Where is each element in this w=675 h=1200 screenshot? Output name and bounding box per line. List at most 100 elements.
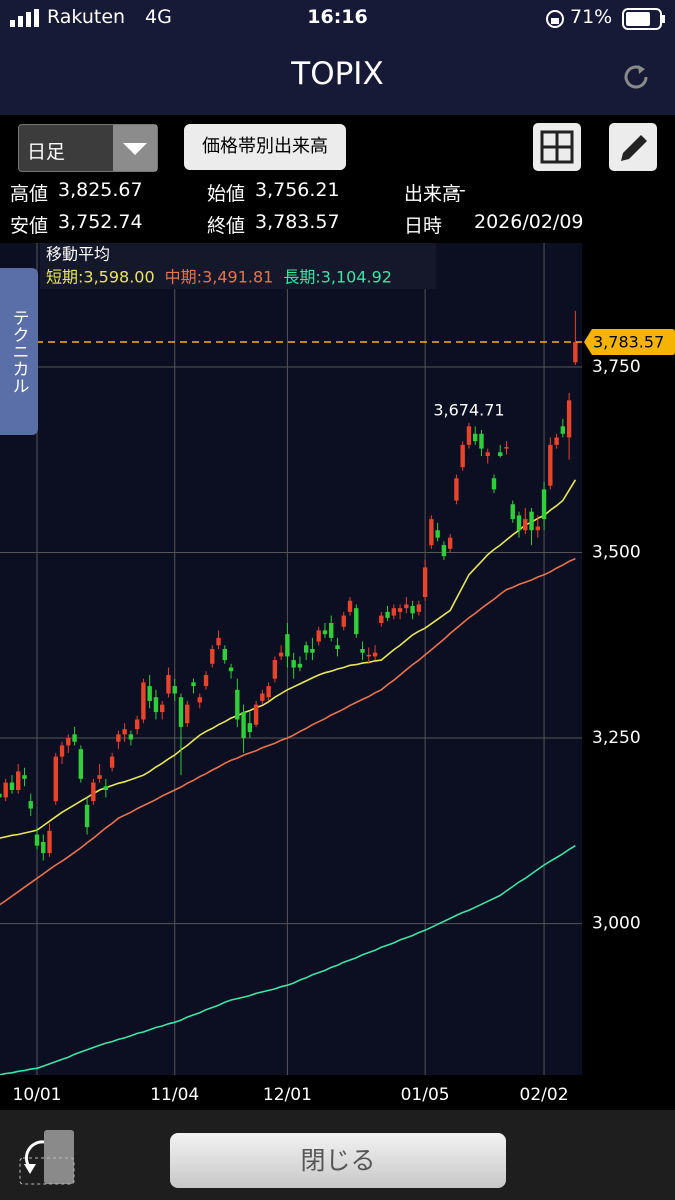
candle-body — [460, 444, 465, 468]
candle-body — [72, 734, 77, 742]
quote-value: 3,756.21 — [255, 179, 340, 201]
candle-body — [297, 663, 303, 668]
candle-body — [134, 719, 140, 730]
candle-body — [529, 511, 534, 531]
candle-body — [160, 704, 165, 713]
quote-value: 2026/02/09 — [474, 211, 584, 233]
volume-profile-button[interactable]: 価格帯別出来高 — [184, 124, 346, 170]
candle-body — [66, 738, 71, 746]
candle-body — [185, 704, 190, 724]
candle-body — [178, 697, 184, 727]
candle-body — [210, 648, 215, 664]
candle-body — [379, 615, 384, 624]
candle-body — [385, 611, 390, 618]
candle-body — [560, 426, 566, 434]
high-annotation: 3,674.71 — [433, 400, 504, 419]
candle-body — [535, 526, 540, 531]
clock: 16:16 — [307, 6, 368, 28]
y-tick-label: 3,750 — [592, 357, 641, 377]
axis-background — [582, 243, 675, 1075]
candle-body — [260, 693, 265, 701]
candle-body — [84, 804, 90, 828]
moving-average-line — [0, 557, 576, 906]
candle-body — [548, 444, 553, 486]
candle-body — [9, 782, 15, 790]
candle-body — [441, 545, 447, 557]
candle-body — [310, 648, 315, 653]
candle-body — [241, 712, 246, 739]
close-button[interactable]: 閉じる — [170, 1133, 506, 1188]
candle-body — [341, 615, 346, 627]
moving-average-line — [0, 845, 576, 1075]
candle-body — [566, 400, 572, 438]
candle-body — [3, 782, 8, 798]
candle-body — [429, 519, 434, 546]
candle-body — [228, 667, 234, 672]
candle-body — [0, 793, 2, 798]
technical-tab[interactable]: テクニカル — [0, 268, 38, 435]
candle-body — [366, 654, 371, 657]
candle-body — [16, 771, 21, 790]
candle-body — [397, 608, 403, 612]
candle-body — [291, 660, 296, 668]
candle-body — [541, 489, 547, 520]
candle-body — [391, 608, 397, 616]
last-price-tag — [584, 329, 675, 356]
candle-body — [266, 686, 271, 698]
candle-body — [303, 645, 309, 653]
candle-body — [216, 637, 221, 646]
candle-body — [335, 645, 340, 649]
period-select[interactable]: 日足 — [18, 124, 158, 172]
candle-body — [247, 723, 253, 733]
quote-label: 日時 — [404, 215, 443, 237]
candle-body — [41, 841, 46, 854]
candle-body — [516, 515, 522, 531]
network: 4G — [145, 6, 172, 28]
candle-body — [109, 756, 115, 768]
candle-body — [466, 426, 472, 445]
candle-body — [222, 648, 227, 661]
candle-body — [435, 530, 440, 538]
candle-body — [78, 749, 84, 779]
candle-body — [34, 834, 40, 846]
draw-button[interactable] — [609, 123, 657, 171]
y-tick-label: 3,500 — [592, 542, 641, 562]
x-tick-label: 01/05 — [401, 1085, 450, 1105]
candle-body — [329, 623, 334, 638]
layout-button[interactable] — [533, 123, 581, 171]
candle-body — [322, 630, 328, 635]
legend-box — [40, 243, 436, 289]
candle-body — [278, 652, 284, 657]
candle-body — [498, 452, 503, 457]
y-tick-label: 3,000 — [592, 914, 641, 934]
candle-body — [166, 674, 171, 694]
quote-value: 3,783.57 — [255, 211, 340, 233]
candle-body — [141, 682, 146, 720]
candle-body — [28, 801, 33, 809]
candle-body — [416, 604, 422, 612]
candle-body — [47, 830, 52, 854]
candle-body — [316, 630, 321, 642]
candle-body — [573, 342, 578, 363]
dropdown-arrow — [113, 125, 157, 171]
x-tick-label: 10/01 — [13, 1085, 62, 1105]
candle-body — [554, 437, 559, 445]
candle-body — [59, 745, 65, 757]
candle-body — [360, 648, 365, 653]
legend-value: 3,491.81 — [202, 268, 273, 287]
candle-body — [22, 775, 27, 779]
candle-body — [354, 608, 359, 635]
x-tick-label: 12/01 — [263, 1085, 312, 1105]
refresh-button[interactable] — [620, 61, 652, 93]
candle-body — [103, 786, 109, 790]
quote-value: 3,825.67 — [58, 179, 143, 201]
candle-body — [128, 734, 134, 740]
candle-body — [422, 567, 428, 598]
candle-body — [172, 686, 177, 694]
chart: 移動平均 短期: 3,598.00 中期: 3,491.81 長期: 3,104.92 3… — [0, 243, 675, 1105]
carrier: Rakuten — [47, 6, 126, 28]
candle-body — [153, 697, 159, 713]
legend-name: 長期: — [283, 268, 320, 287]
rotate-button[interactable] — [18, 1128, 76, 1186]
quote-value: 3,752.74 — [58, 211, 143, 233]
